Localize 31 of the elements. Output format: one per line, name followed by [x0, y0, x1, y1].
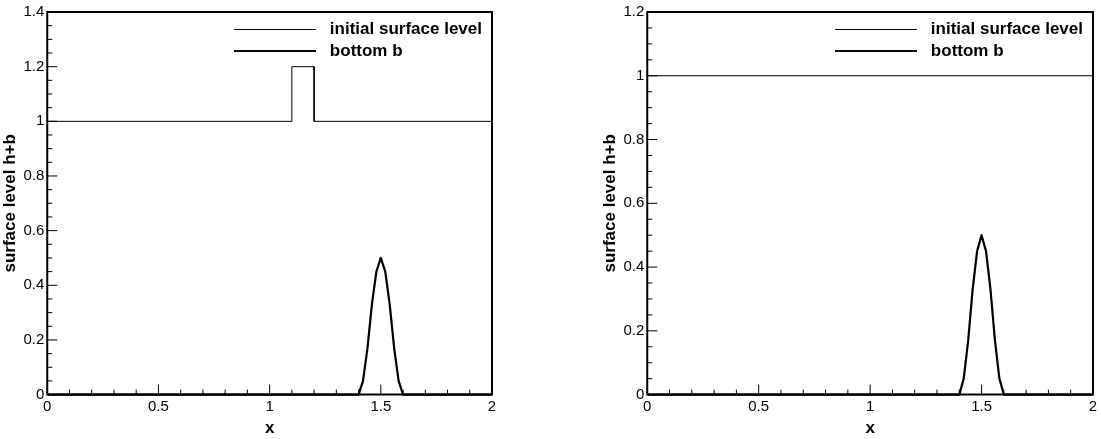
y-tick-label: 1.2 — [623, 2, 645, 20]
x-tick-label: 2 — [1088, 396, 1098, 414]
y-tick-label: 0.8 — [623, 129, 645, 147]
y-tick-label: 0.4 — [623, 257, 645, 275]
y-tick-label: 0.2 — [623, 320, 645, 338]
x-axis-title: x — [865, 418, 876, 438]
x-tick-label: 1 — [865, 396, 875, 414]
y-tick-label: 1 — [35, 111, 45, 129]
y-tick-label: 1.4 — [23, 2, 45, 20]
legend-label: initial surface level — [329, 19, 482, 39]
x-tick-label: 0.5 — [748, 396, 770, 414]
y-tick-label: 0.6 — [623, 193, 645, 211]
y-tick-label: 0.2 — [23, 330, 45, 348]
legend-label: bottom b — [930, 41, 1004, 61]
y-tick-label: 0 — [35, 384, 45, 402]
x-tick-label: 2 — [487, 396, 497, 414]
legend-label: bottom b — [329, 41, 403, 61]
x-tick-label: 1.5 — [370, 396, 392, 414]
x-tick-label: 0.5 — [148, 396, 169, 414]
y-tick-label: 1.2 — [23, 56, 45, 74]
y-tick-label: 0.8 — [23, 166, 45, 184]
y-tick-label: 0.4 — [23, 275, 45, 293]
legend-label: initial surface level — [930, 19, 1083, 39]
y-tick-label: 1 — [635, 65, 645, 83]
y-tick-label: 0 — [635, 384, 645, 402]
y-tick-label: 0.6 — [23, 220, 45, 238]
y-axis-title: surface level h+b — [0, 134, 19, 273]
x-tick-label: 1 — [265, 396, 274, 414]
x-axis-title: x — [264, 418, 275, 438]
y-axis-title: surface level h+b — [599, 134, 619, 273]
x-tick-label: 1.5 — [971, 396, 992, 414]
